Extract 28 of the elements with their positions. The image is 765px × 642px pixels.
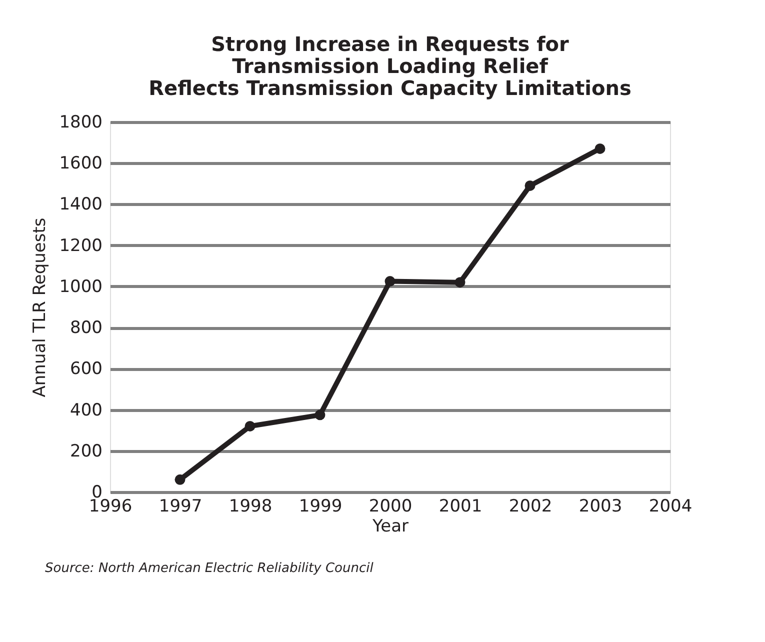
y-tick-label: 200 [70,441,102,462]
source-note: Source: North American Electric Reliability Council [45,561,374,576]
y-tick-label: 1800 [59,112,102,132]
x-tick-label: 2001 [438,496,482,516]
y-tick-label: 1000 [59,276,102,297]
y-tick-label: 1400 [59,194,102,215]
point [244,420,256,432]
y-axis-title: Annual TLR Requests [30,218,50,398]
point [174,474,186,485]
point [314,410,326,420]
y-tick-label: 600 [70,359,102,380]
x-tick-label: 1998 [228,496,272,516]
x-tick-label: 2002 [508,496,552,516]
y-tick-label: 400 [70,400,102,420]
y-tick-label: 1600 [59,154,102,174]
y-tick-label: 800 [70,318,102,338]
x-tick-label: 2000 [368,496,412,516]
point [594,143,606,154]
point [384,276,396,287]
x-tick-label: 2003 [578,496,622,516]
x-tick-label: 1999 [298,496,342,516]
x-tick-label: 1997 [158,496,202,516]
point [524,180,536,191]
x-tick-label: 2004 [648,496,692,516]
y-tick-label: 1200 [59,236,102,256]
x-axis-title: Year [372,516,409,536]
chart-title: Strong Increase in Requests for Transmission Loading Relief Reflects Transmission Capacity Limitations [148,32,632,100]
point [454,277,466,288]
